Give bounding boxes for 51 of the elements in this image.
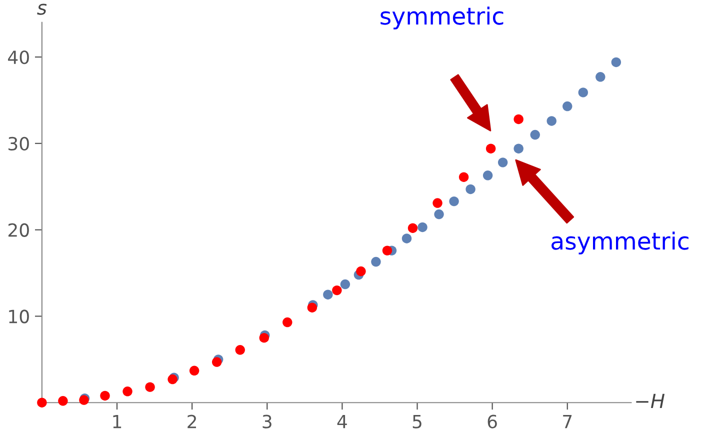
point <box>282 317 292 328</box>
x-tick-label: 5 <box>412 414 422 428</box>
point <box>486 144 496 154</box>
point <box>482 170 493 180</box>
y-axis-title: s <box>37 4 47 15</box>
point <box>611 57 622 68</box>
point <box>189 366 200 376</box>
point <box>466 184 476 194</box>
x-tick-label: 7 <box>563 414 572 428</box>
annotation: symmetric <box>380 6 504 30</box>
point <box>371 256 381 267</box>
point <box>458 172 469 182</box>
point <box>100 390 110 401</box>
point <box>546 116 556 126</box>
point <box>58 396 68 406</box>
point <box>514 144 524 154</box>
point <box>434 209 444 220</box>
annotation: asymmetric <box>552 232 688 254</box>
y-tick-label: 40 <box>8 50 29 64</box>
x-tick-label: 2 <box>188 414 196 428</box>
point <box>498 158 508 168</box>
point <box>562 101 572 112</box>
point <box>235 345 245 355</box>
point <box>332 285 342 296</box>
point <box>418 222 428 232</box>
y-tick-label: 20 <box>8 223 29 237</box>
point <box>514 114 524 124</box>
y-tick-label: 10 <box>9 310 29 324</box>
point <box>340 279 350 290</box>
point <box>259 332 269 343</box>
point <box>37 398 47 408</box>
point <box>449 196 459 206</box>
x-tick-label: 6 <box>488 414 497 428</box>
point <box>307 302 318 312</box>
point <box>578 88 588 98</box>
point <box>356 266 366 276</box>
point <box>382 246 392 256</box>
x-tick-label: 4 <box>337 414 347 428</box>
point <box>122 386 132 396</box>
point <box>432 198 442 208</box>
point <box>212 357 222 367</box>
point <box>596 72 606 82</box>
point <box>402 234 412 244</box>
x-tick-label: 3 <box>262 414 272 428</box>
point <box>408 223 418 233</box>
x-axis-title: −H <box>636 394 665 408</box>
y-tick-label: 30 <box>8 136 29 151</box>
x-tick-label: 1 <box>113 414 122 428</box>
point <box>530 130 540 140</box>
point <box>323 290 333 300</box>
point <box>145 382 155 392</box>
